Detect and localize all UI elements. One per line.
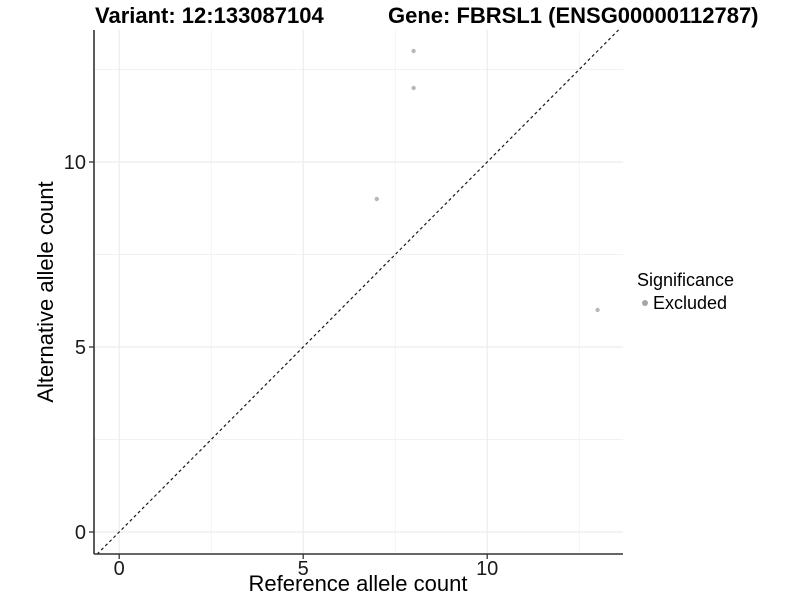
y-tick-label: 0 bbox=[75, 522, 86, 544]
identity-line bbox=[96, 29, 620, 555]
legend-point-icon bbox=[642, 300, 648, 306]
plot-title-gene: Gene: FBRSL1 (ENSG00000112787) bbox=[388, 3, 759, 28]
data-point bbox=[411, 48, 416, 54]
data-point bbox=[411, 85, 416, 91]
x-tick-label: 5 bbox=[298, 558, 309, 580]
data-point bbox=[595, 307, 600, 313]
legend-title: Significance bbox=[637, 270, 735, 290]
x-tick-label: 10 bbox=[476, 558, 498, 580]
legend: Significance Excluded bbox=[637, 270, 734, 313]
x-axis-title: Reference allele count bbox=[248, 571, 468, 596]
y-tick-label: 5 bbox=[75, 337, 86, 359]
legend-item-label: Excluded bbox=[653, 293, 728, 313]
y-tick-label: 10 bbox=[64, 152, 86, 174]
plot-title-variant: Variant: 12:133087104 bbox=[95, 3, 324, 28]
x-tick-label: 0 bbox=[114, 558, 125, 580]
legend-item-excluded: Excluded bbox=[637, 293, 734, 313]
data-point bbox=[374, 196, 379, 202]
